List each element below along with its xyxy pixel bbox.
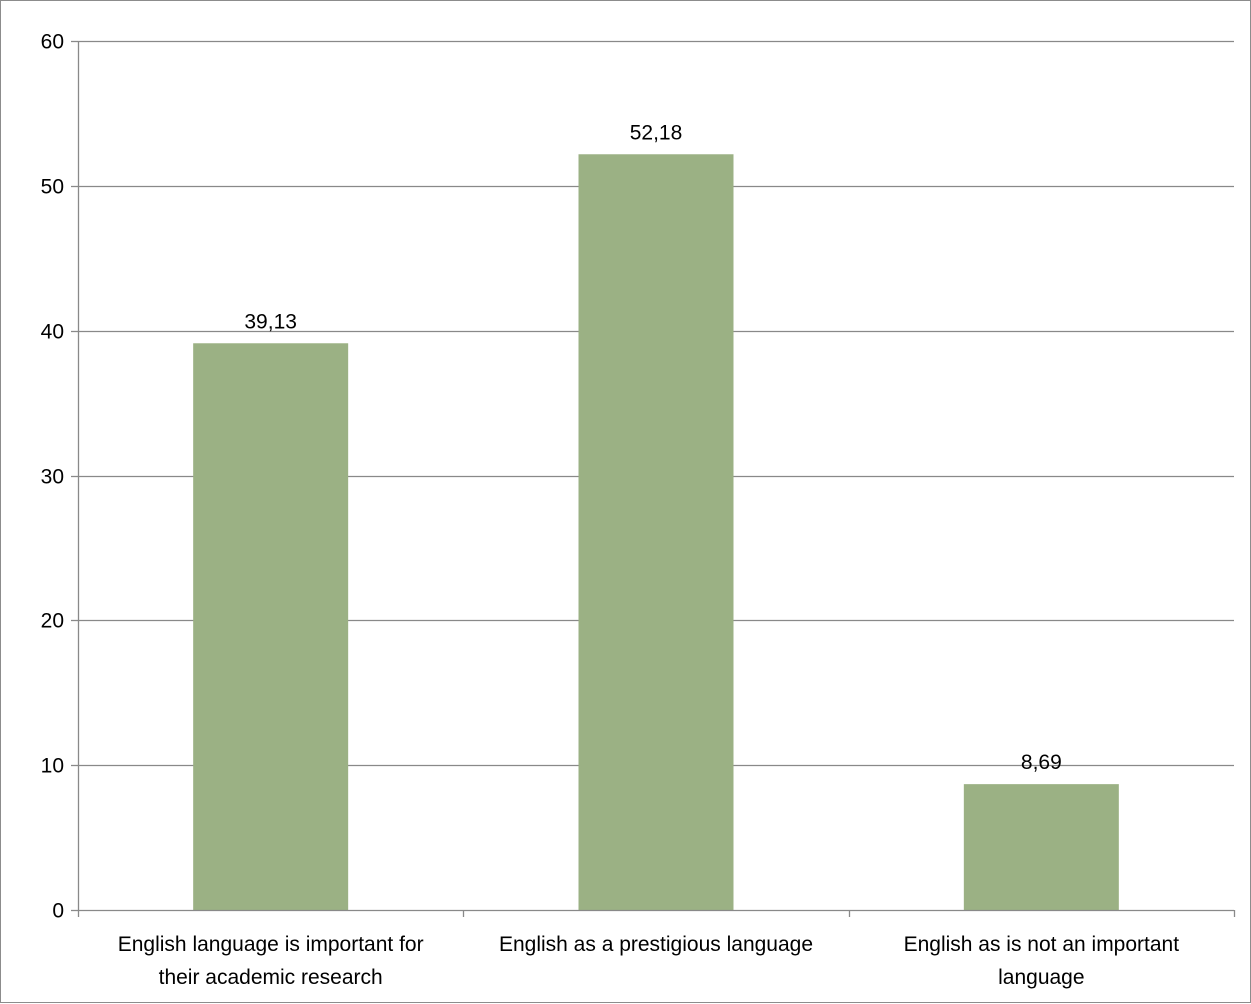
y-tick-label: 40 xyxy=(41,321,64,344)
y-tick-label: 50 xyxy=(41,176,64,199)
bars xyxy=(193,154,1119,911)
x-category-label: English as a prestigious language xyxy=(499,933,813,956)
bar xyxy=(193,343,349,910)
x-category-label: English as is not an important language xyxy=(904,933,1180,989)
y-tick-label: 20 xyxy=(41,610,64,633)
axes xyxy=(71,40,1236,917)
data-label: 52,18 xyxy=(630,121,683,144)
y-tick-label: 60 xyxy=(41,31,64,54)
data-labels: 39,13 52,18 8,69 xyxy=(244,121,1061,774)
x-category-label: English language is important for their a… xyxy=(118,933,424,989)
y-tick-labels: 0 10 20 30 40 50 60 xyxy=(41,31,64,923)
data-label: 39,13 xyxy=(244,310,297,333)
bar xyxy=(963,784,1119,910)
bar xyxy=(578,154,734,911)
y-tick-label: 30 xyxy=(41,466,64,489)
data-label: 8,69 xyxy=(1021,751,1062,774)
y-tick-label: 0 xyxy=(52,900,64,923)
category-labels: English language is important for their a… xyxy=(118,933,1179,989)
y-tick-label: 10 xyxy=(41,755,64,778)
